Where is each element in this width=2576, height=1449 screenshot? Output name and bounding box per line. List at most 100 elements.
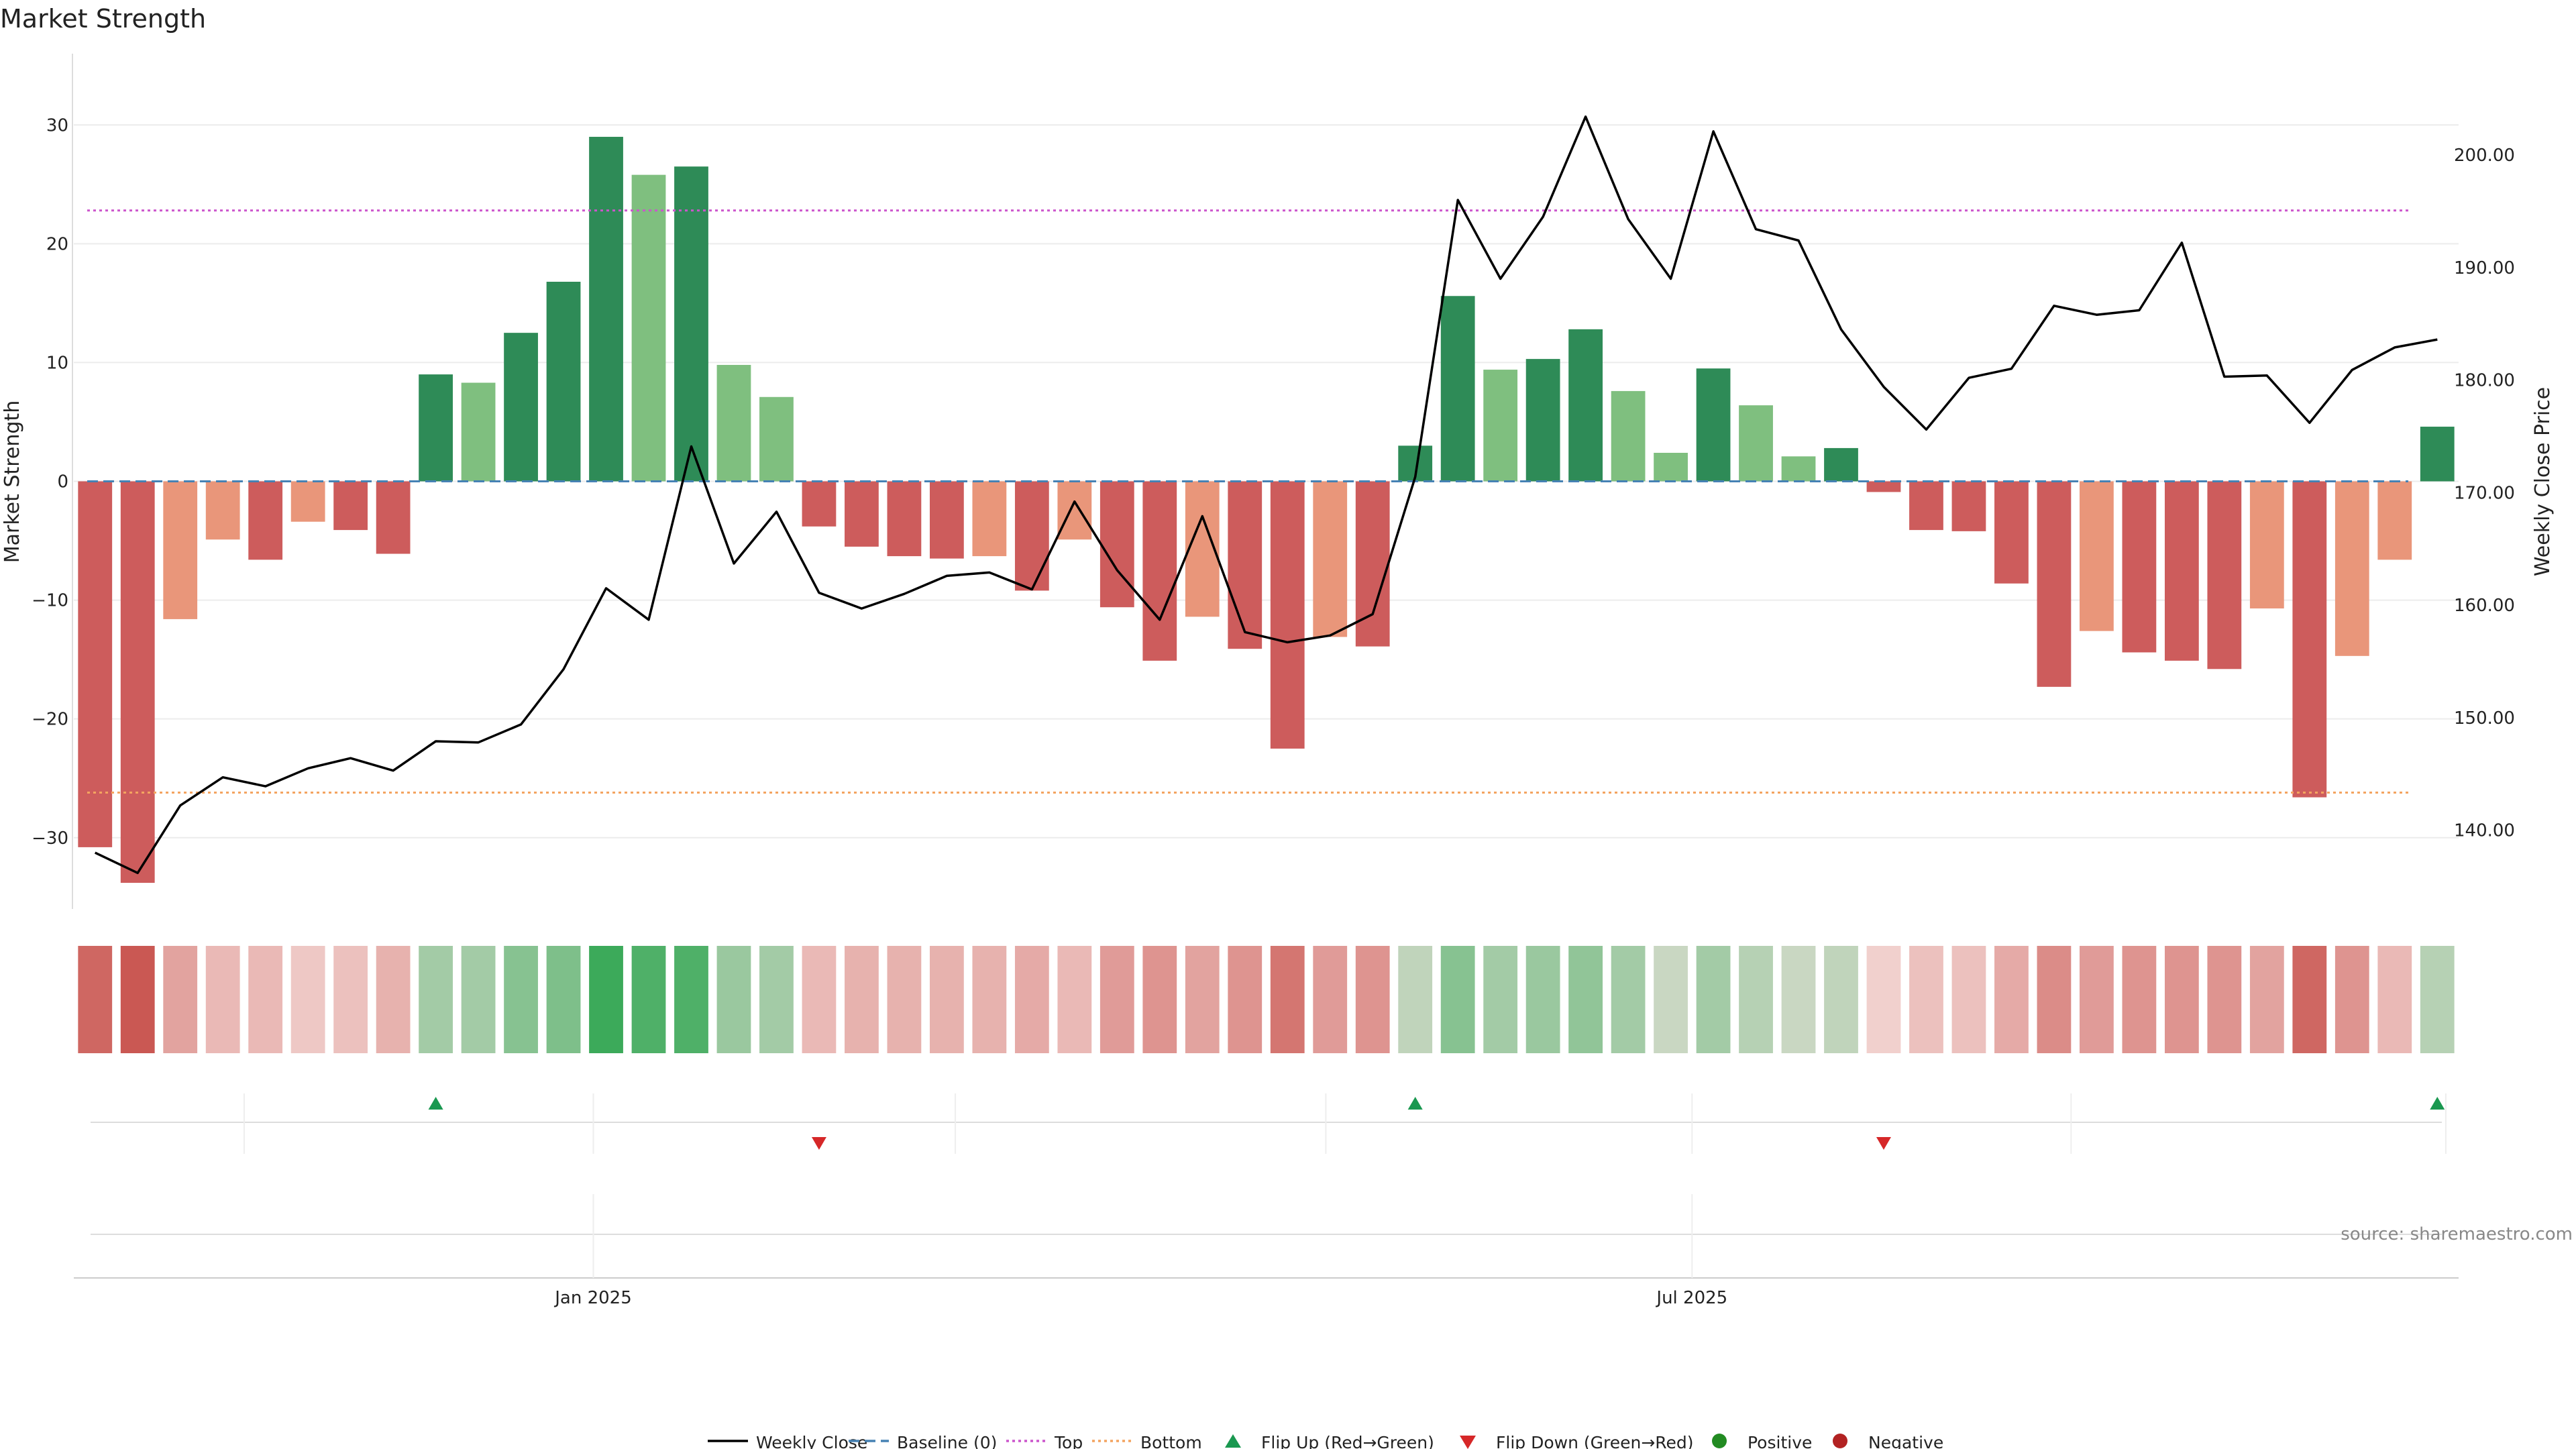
heat-cell xyxy=(716,946,751,1053)
heat-cell xyxy=(1951,946,1986,1053)
x-tick-label: Jul 2025 xyxy=(1655,1288,1727,1308)
strength-bar xyxy=(1696,368,1731,482)
heat-cell xyxy=(2037,946,2072,1053)
heat-cell xyxy=(1654,946,1688,1053)
strength-bar xyxy=(333,481,368,531)
legend-item: Bottom xyxy=(1092,1433,1202,1449)
strength-bar xyxy=(504,333,538,482)
heat-cell xyxy=(1313,946,1348,1053)
heat-cell xyxy=(1355,946,1390,1053)
heat-cell xyxy=(2420,946,2455,1053)
heat-cell xyxy=(376,946,411,1053)
strength-bar xyxy=(887,481,922,557)
heat-cell xyxy=(1696,946,1731,1053)
legend-item: Baseline (0) xyxy=(849,1433,997,1449)
heat-cell xyxy=(205,946,240,1053)
heat-cell xyxy=(2249,946,2284,1053)
right-tick-label: 140.00 xyxy=(2454,821,2515,841)
reference-lines xyxy=(87,209,2408,794)
legend-triangle-down-icon xyxy=(1460,1436,1476,1449)
flip-up-marker xyxy=(1407,1097,1423,1110)
left-tick-label: 0 xyxy=(57,472,68,492)
legend: Weekly Close Baseline (0) Top Bottom Flip Up… xyxy=(708,1433,1943,1449)
heat-cell xyxy=(1824,946,1858,1053)
heat-cell xyxy=(546,946,581,1053)
heat-strip xyxy=(78,946,2455,1053)
left-tick-label: −20 xyxy=(32,710,68,730)
right-tick-label: 180.00 xyxy=(2454,371,2515,391)
strength-bar xyxy=(2122,481,2157,653)
heat-cell xyxy=(2122,946,2157,1053)
heat-cell xyxy=(2164,946,2199,1053)
strength-bar xyxy=(1654,453,1688,482)
strength-bar xyxy=(1483,370,1518,482)
source-label: source: sharemaestro.com xyxy=(2341,1224,2573,1244)
strength-bar xyxy=(1525,359,1560,482)
right-tick-label: 170.00 xyxy=(2454,483,2515,503)
strength-bar xyxy=(1228,481,1263,649)
flip-up-marker xyxy=(2430,1097,2445,1110)
flip-down-marker xyxy=(811,1137,826,1150)
left-tick-label: −30 xyxy=(32,828,68,849)
strength-bar xyxy=(845,481,879,547)
strength-bar xyxy=(1142,481,1177,661)
heat-cell xyxy=(1099,946,1134,1053)
legend-item: Flip Down (Green→Red) xyxy=(1460,1433,1694,1449)
x-axis: Jan 2025 Jul 2025 xyxy=(74,1093,2459,1308)
legend-label: Flip Down (Green→Red) xyxy=(1496,1433,1694,1449)
strength-bar xyxy=(419,374,453,482)
strength-bar xyxy=(2037,481,2072,687)
left-tick-label: 10 xyxy=(46,353,68,373)
strength-bar xyxy=(631,174,666,482)
strength-bar xyxy=(1099,481,1134,608)
legend-item: Weekly Close xyxy=(708,1433,867,1449)
strength-bar xyxy=(2207,481,2242,669)
heat-cell xyxy=(461,946,496,1053)
strength-bar xyxy=(1951,481,1986,531)
heat-cell xyxy=(589,946,623,1053)
heat-cell xyxy=(845,946,879,1053)
strength-bar xyxy=(2164,481,2199,661)
heat-cell xyxy=(1057,946,1092,1053)
strength-bar xyxy=(674,166,708,482)
left-axis-ticks: −30 −20 −10 0 10 20 30 xyxy=(32,115,68,849)
strength-bar xyxy=(546,282,581,482)
x-tick-label: Jan 2025 xyxy=(553,1288,632,1308)
strength-bar xyxy=(78,481,113,847)
legend-label: Positive xyxy=(1748,1433,1812,1449)
strength-bar xyxy=(1057,481,1092,540)
left-axis-title: Market Strength xyxy=(1,400,24,563)
heat-cell xyxy=(1866,946,1901,1053)
strength-bar xyxy=(929,481,964,559)
strength-bar xyxy=(2292,481,2327,798)
strength-bar xyxy=(1313,481,1348,637)
heat-cell xyxy=(1398,946,1433,1053)
strength-bar xyxy=(1611,390,1646,482)
strength-bar xyxy=(1781,456,1816,482)
left-tick-label: 30 xyxy=(46,115,68,136)
heat-cell xyxy=(1185,946,1220,1053)
heat-cell xyxy=(1525,946,1560,1053)
strength-bar xyxy=(120,481,155,883)
heat-cell xyxy=(2292,946,2327,1053)
flip-markers xyxy=(428,1097,2445,1150)
right-tick-label: 190.00 xyxy=(2454,258,2515,278)
heat-cell xyxy=(333,946,368,1053)
heat-cell xyxy=(1440,946,1475,1053)
strength-bar xyxy=(376,481,411,554)
right-tick-label: 200.00 xyxy=(2454,146,2515,166)
heat-cell xyxy=(802,946,837,1053)
legend-label: Bottom xyxy=(1140,1433,1202,1449)
heat-cell xyxy=(248,946,283,1053)
right-tick-label: 160.00 xyxy=(2454,596,2515,616)
heat-cell xyxy=(1270,946,1305,1053)
heat-cell xyxy=(972,946,1007,1053)
heat-cell xyxy=(1228,946,1263,1053)
heat-cell xyxy=(2377,946,2412,1053)
strength-bar xyxy=(802,481,837,527)
heat-cell xyxy=(2080,946,2114,1053)
legend-item: Negative xyxy=(1833,1433,1943,1449)
legend-triangle-up-icon xyxy=(1225,1434,1241,1448)
weekly-close-line xyxy=(94,115,2438,875)
